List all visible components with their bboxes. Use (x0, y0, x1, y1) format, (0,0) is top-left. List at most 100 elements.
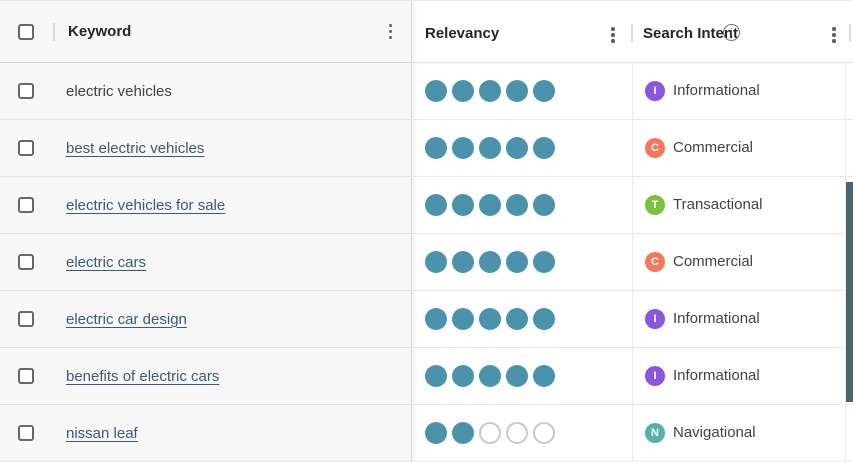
search-intent-badge: I (645, 81, 665, 101)
table-row: C Commercial (413, 234, 853, 291)
header-separator (631, 24, 633, 42)
relevancy-dot (425, 194, 447, 216)
table-row: benefits of electric cars (0, 348, 411, 405)
relevancy-column-menu-icon[interactable] (607, 23, 619, 47)
relevancy-cell (425, 365, 555, 387)
select-all-checkbox[interactable] (18, 23, 34, 40)
search-intent-badge: C (645, 138, 665, 158)
keyword-column-panel: Keyword electric vehicles best electric … (0, 1, 412, 462)
relevancy-dot (425, 308, 447, 330)
relevancy-dot (533, 251, 555, 273)
relevancy-dot (506, 194, 528, 216)
relevancy-dot (425, 365, 447, 387)
relevancy-dot (452, 80, 474, 102)
relevancy-dot (452, 365, 474, 387)
relevancy-dot (479, 194, 501, 216)
relevancy-column-label: Relevancy (425, 25, 500, 42)
keyword-column-rows: electric vehicles best electric vehicles… (0, 63, 411, 462)
keyword-cell[interactable]: benefits of electric cars (66, 367, 220, 385)
column-divider (632, 63, 633, 462)
table-row: electric vehicles (0, 63, 411, 120)
row-checkbox[interactable] (18, 311, 34, 327)
search-intent-label: Informational (673, 310, 760, 327)
relevancy-dot (533, 365, 555, 387)
column-resize-handle[interactable] (53, 22, 55, 41)
relevancy-cell (425, 308, 555, 330)
relevancy-dot (452, 422, 474, 444)
search-intent-label: Transactional (673, 196, 763, 213)
search-intent-info-icon[interactable]: i (723, 24, 740, 41)
relevancy-dot (506, 137, 528, 159)
keyword-cell: electric vehicles (66, 82, 172, 100)
metrics-rows: I Informational C Commercial T Transacti… (413, 63, 853, 462)
table-row: T Transactional (413, 177, 853, 234)
relevancy-dot (452, 251, 474, 273)
keyword-column-header: Keyword (0, 1, 411, 63)
search-intent-label: Commercial (673, 139, 754, 156)
relevancy-dot (533, 137, 555, 159)
relevancy-cell (425, 251, 555, 273)
table-row: electric vehicles for sale (0, 177, 411, 234)
table-row: C Commercial (413, 120, 853, 177)
row-checkbox[interactable] (18, 254, 34, 270)
search-intent-label: Informational (673, 82, 760, 99)
relevancy-dot (506, 308, 528, 330)
relevancy-dot (425, 251, 447, 273)
row-checkbox[interactable] (18, 425, 34, 441)
relevancy-cell (425, 80, 555, 102)
table-row: electric car design (0, 291, 411, 348)
relevancy-dot (479, 308, 501, 330)
table-row: electric cars (0, 234, 411, 291)
keyword-cell[interactable]: electric cars (66, 253, 147, 271)
relevancy-cell (425, 137, 555, 159)
relevancy-dot (506, 251, 528, 273)
relevancy-dot (479, 80, 501, 102)
table-row: I Informational (413, 63, 853, 120)
relevancy-dot (425, 80, 447, 102)
table-row: I Informational (413, 291, 853, 348)
search-intent-badge: I (645, 366, 665, 386)
row-checkbox[interactable] (18, 140, 34, 156)
relevancy-dot (479, 422, 501, 444)
search-intent-column-label: Search Intent (643, 25, 739, 42)
relevancy-dot (506, 422, 528, 444)
keyword-cell[interactable]: best electric vehicles (66, 139, 205, 157)
relevancy-dot (452, 137, 474, 159)
metrics-panel: Relevancy Search Intent i I Informationa… (413, 1, 853, 462)
relevancy-dot (425, 422, 447, 444)
relevancy-cell (425, 422, 555, 444)
row-checkbox[interactable] (18, 368, 34, 384)
relevancy-dot (533, 308, 555, 330)
table-row: N Navigational (413, 405, 853, 462)
vertical-scrollbar[interactable] (846, 182, 853, 402)
relevancy-dot (479, 365, 501, 387)
search-intent-label: Commercial (673, 253, 754, 270)
table-row: nissan leaf (0, 405, 411, 462)
keyword-cell[interactable]: electric car design (66, 310, 187, 328)
search-intent-badge: N (645, 423, 665, 443)
relevancy-dot (452, 308, 474, 330)
relevancy-dot (425, 137, 447, 159)
keyword-cell[interactable]: nissan leaf (66, 424, 138, 442)
search-intent-badge: I (645, 309, 665, 329)
search-intent-badge: T (645, 195, 665, 215)
relevancy-dot (452, 194, 474, 216)
relevancy-dot (506, 80, 528, 102)
search-intent-column-menu-icon[interactable] (828, 23, 840, 47)
relevancy-dot (506, 365, 528, 387)
header-separator (849, 24, 851, 42)
relevancy-dot (479, 251, 501, 273)
relevancy-dot (479, 137, 501, 159)
row-checkbox[interactable] (18, 197, 34, 213)
column-divider (845, 63, 846, 462)
table-row: I Informational (413, 348, 853, 405)
table-row: best electric vehicles (0, 120, 411, 177)
row-checkbox[interactable] (18, 83, 34, 99)
search-intent-badge: C (645, 252, 665, 272)
keyword-column-menu-icon[interactable] (385, 20, 397, 44)
metrics-header: Relevancy Search Intent i (413, 1, 853, 63)
keyword-cell[interactable]: electric vehicles for sale (66, 196, 226, 214)
search-intent-label: Navigational (673, 424, 756, 441)
search-intent-label: Informational (673, 367, 760, 384)
